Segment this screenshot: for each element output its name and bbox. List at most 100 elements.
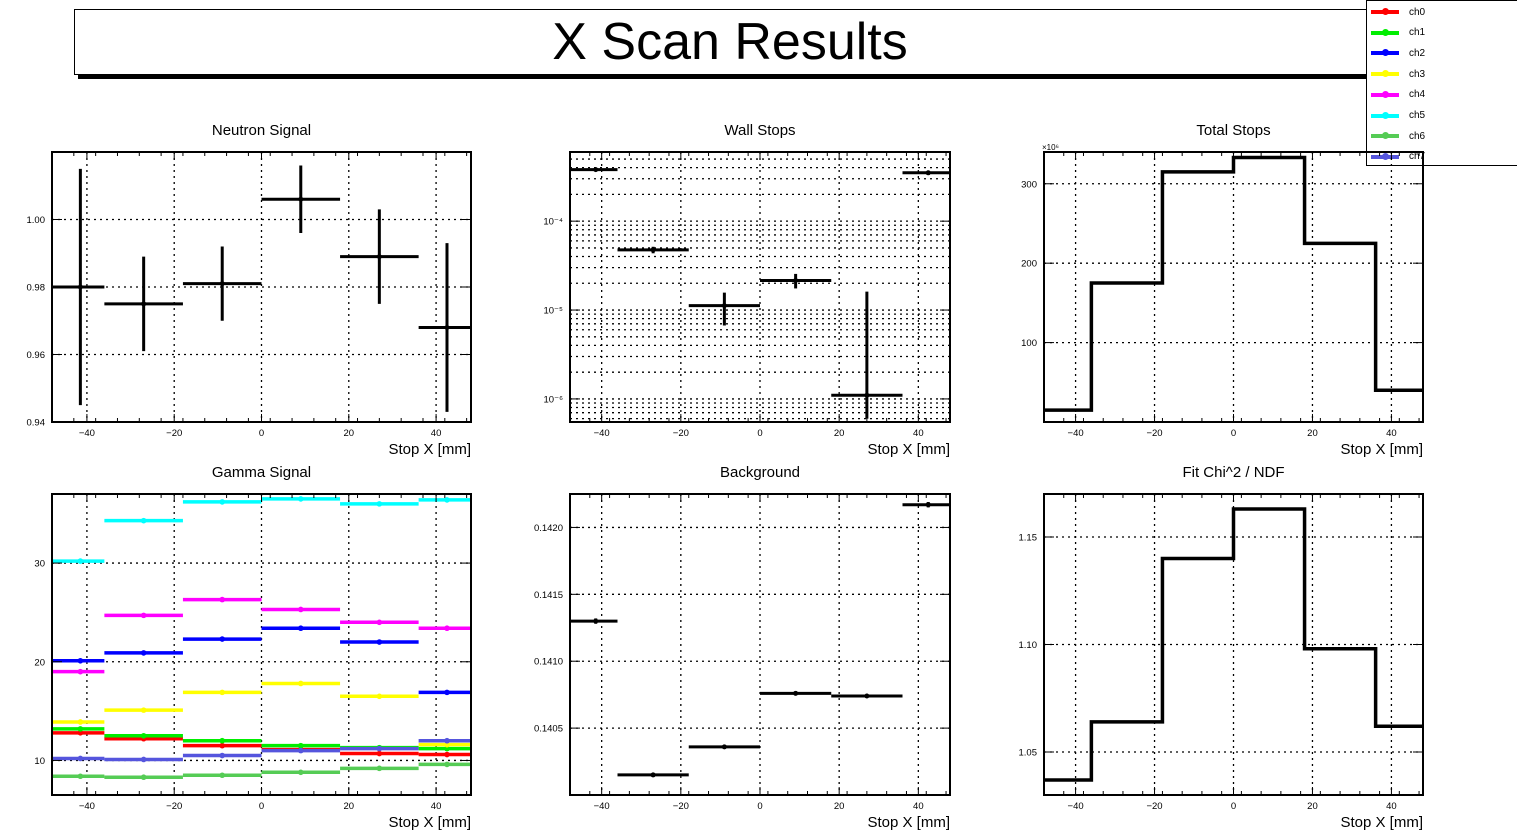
data-point-marker bbox=[593, 618, 599, 624]
data-point-marker bbox=[140, 756, 147, 763]
legend-label: ch1 bbox=[1409, 27, 1426, 39]
x-tick-label: −40 bbox=[594, 801, 610, 812]
data-point-marker bbox=[298, 196, 304, 202]
y-tick-label: 20 bbox=[34, 657, 45, 668]
data-point-marker bbox=[376, 619, 383, 626]
x-axis-label: Stop X [mm] bbox=[388, 441, 471, 458]
x-tick-label: −20 bbox=[673, 801, 689, 812]
data-point-marker bbox=[376, 254, 382, 260]
x-tick-label: −40 bbox=[1068, 801, 1084, 812]
y-tick-label: 1.10 bbox=[1019, 640, 1038, 651]
data-point-marker bbox=[864, 693, 870, 699]
data-point-marker bbox=[864, 392, 870, 398]
data-point-marker bbox=[925, 502, 931, 508]
legend-label: ch0 bbox=[1409, 6, 1426, 18]
chart-title: Total Stops bbox=[1196, 122, 1270, 139]
data-point-marker bbox=[219, 752, 226, 759]
chart-title: Background bbox=[720, 464, 800, 481]
y-tick-label: 0.96 bbox=[27, 350, 46, 361]
x-tick-label: −20 bbox=[166, 801, 182, 812]
legend-label: ch5 bbox=[1409, 110, 1426, 121]
x-axis-label: Stop X [mm] bbox=[867, 441, 950, 458]
x-axis-label: Stop X [mm] bbox=[1340, 441, 1423, 458]
data-point-marker bbox=[650, 772, 656, 778]
legend-swatch bbox=[1371, 90, 1399, 98]
data-point-marker bbox=[141, 301, 147, 307]
x-tick-label: 0 bbox=[757, 428, 762, 439]
legend-entry-ch2: ch2 bbox=[1371, 44, 1425, 62]
legend-label: ch7 bbox=[1409, 151, 1426, 163]
chart-fit-chi-2-ndf: −40 −20 0 20 40 1.05 1.10 1.15 Fit Chi^2 / NDF St… bbox=[1019, 464, 1424, 831]
x-tick-label: −40 bbox=[594, 428, 610, 439]
data-point-marker bbox=[297, 747, 304, 754]
chart-background: −40 −20 0 20 40 0.1405 0.1410 0.1415 0.1420 Backg… bbox=[534, 464, 951, 831]
legend-swatch bbox=[1371, 28, 1399, 36]
x-tick-label: 0 bbox=[259, 801, 264, 812]
data-point-marker bbox=[219, 737, 226, 744]
x-tick-label: −40 bbox=[79, 801, 95, 812]
legend-swatch bbox=[1371, 70, 1399, 78]
chart-title: Fit Chi^2 / NDF bbox=[1182, 464, 1284, 481]
legend-label: ch3 bbox=[1409, 68, 1426, 80]
y-tick-label: 30 bbox=[34, 559, 45, 570]
y-tick-label: 0.94 bbox=[27, 418, 46, 429]
legend-entry-ch7: ch7 bbox=[1371, 148, 1425, 166]
legend-entry-ch3: ch3 bbox=[1371, 65, 1425, 83]
legend: ch0 ch1 ch2 ch3 ch4 ch5 ch6 ch7 bbox=[1366, 0, 1517, 166]
x-tick-label: −20 bbox=[1146, 428, 1162, 439]
data-point-marker bbox=[140, 650, 147, 656]
y-tick-label: 10⁻⁴ bbox=[543, 217, 563, 228]
legend-label: ch4 bbox=[1409, 89, 1426, 101]
data-point-marker bbox=[219, 742, 226, 749]
data-point-marker bbox=[297, 625, 304, 632]
data-point-marker bbox=[444, 625, 450, 632]
data-point-marker bbox=[925, 170, 931, 176]
page-title: X Scan Results bbox=[552, 13, 908, 71]
x-tick-label: 20 bbox=[1307, 428, 1318, 439]
legend-label: ch2 bbox=[1409, 47, 1426, 59]
y-tick-label: 1.00 bbox=[27, 215, 46, 226]
data-point-marker bbox=[77, 773, 84, 780]
data-point-marker bbox=[77, 719, 84, 725]
x-tick-label: −20 bbox=[673, 428, 689, 439]
y-tick-label: 0.1410 bbox=[534, 657, 563, 668]
x-tick-label: −40 bbox=[79, 428, 95, 439]
legend-entry-ch0: ch0 bbox=[1371, 3, 1425, 21]
data-point-marker bbox=[140, 612, 147, 619]
legend-entry-ch1: ch1 bbox=[1371, 24, 1425, 42]
data-point-marker bbox=[140, 707, 147, 713]
x-tick-label: −40 bbox=[1068, 428, 1084, 439]
data-point-marker bbox=[77, 284, 83, 290]
y-tick-label: 0.1420 bbox=[534, 523, 563, 534]
x-tick-label: 40 bbox=[913, 801, 924, 812]
data-point-marker bbox=[297, 606, 304, 613]
data-point-marker bbox=[444, 325, 450, 330]
data-point-marker bbox=[77, 558, 84, 564]
data-point-marker bbox=[140, 517, 147, 524]
data-point-marker bbox=[140, 732, 147, 739]
legend-entry-ch4: ch4 bbox=[1371, 86, 1425, 104]
x-axis-label: Stop X [mm] bbox=[388, 814, 471, 831]
data-point-marker bbox=[376, 745, 383, 752]
legend-entry-ch5: ch5 bbox=[1371, 107, 1425, 125]
y-axis-multiplier: ×10⁶ bbox=[1042, 143, 1059, 152]
x-tick-label: 0 bbox=[1231, 801, 1236, 812]
data-point-marker bbox=[444, 497, 450, 503]
chart-neutron-signal: −40 −20 0 20 40 0.94 0.96 0.98 1.00 Neutron Signa… bbox=[27, 122, 472, 458]
y-tick-label: 0.1405 bbox=[534, 724, 563, 735]
y-tick-label: 0.1415 bbox=[534, 590, 563, 601]
data-point-marker bbox=[77, 668, 84, 675]
page-title-box: X Scan Results bbox=[74, 9, 1386, 75]
data-point-marker bbox=[219, 499, 226, 505]
data-point-marker bbox=[77, 726, 84, 732]
chart-gamma-signal: −40 −20 0 20 40 10 20 30 Gamma Signal Stop X [mm] bbox=[34, 464, 472, 831]
y-tick-label: 1.05 bbox=[1019, 748, 1038, 759]
x-tick-label: −20 bbox=[1146, 801, 1162, 812]
y-tick-label: 0.98 bbox=[27, 283, 46, 294]
data-point-marker bbox=[376, 501, 383, 507]
legend-swatch bbox=[1371, 49, 1399, 57]
data-point-marker bbox=[444, 689, 450, 696]
histogram-line bbox=[1044, 155, 1423, 412]
x-tick-label: 0 bbox=[757, 801, 762, 812]
